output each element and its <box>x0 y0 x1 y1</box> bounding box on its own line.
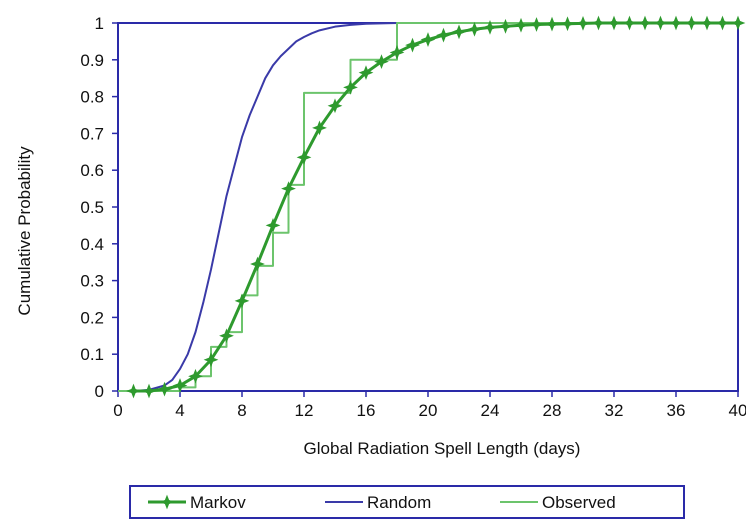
series-point-markov <box>141 383 157 399</box>
y-axis-title: Cumulative Probability <box>15 146 34 316</box>
series-point-markov <box>389 45 405 60</box>
series-point-markov <box>374 54 389 70</box>
y-tick-label: 1 <box>95 14 104 33</box>
series-point-markov <box>684 15 699 31</box>
x-tick-label: 40 <box>729 401 746 420</box>
series-point-markov <box>498 18 513 34</box>
legend-item-observed: Observed <box>500 493 616 512</box>
series-point-markov <box>405 37 420 53</box>
series-point-markov <box>730 15 746 31</box>
series-point-markov <box>715 15 730 31</box>
x-axis-title: Global Radiation Spell Length (days) <box>304 439 581 458</box>
series-point-markov <box>529 17 544 32</box>
series-line-random <box>118 22 738 392</box>
x-tick-label: 28 <box>543 401 562 420</box>
series-point-markov <box>358 65 374 81</box>
series-point-markov <box>436 27 451 43</box>
series-point-markov <box>234 293 250 309</box>
series-point-markov <box>281 181 296 196</box>
legend-box <box>129 485 685 519</box>
y-tick-label: 0.9 <box>80 51 104 70</box>
series-point-markov <box>451 24 467 40</box>
legend-marker-markov <box>159 494 175 510</box>
series-point-markov <box>482 20 498 35</box>
series-line-markov <box>133 21 738 393</box>
series-point-markov <box>653 15 668 31</box>
series-point-markov <box>513 17 529 33</box>
series-point-markov <box>622 15 637 31</box>
y-tick-label: 0 <box>95 382 104 401</box>
series-point-markov <box>296 149 312 165</box>
series-point-markov <box>250 256 265 272</box>
legend-item-markov: Markov <box>148 493 246 512</box>
x-tick-label: 0 <box>113 401 122 420</box>
x-tick-label: 36 <box>667 401 686 420</box>
y-tick-label: 0.7 <box>80 124 104 143</box>
legend-label-observed: Observed <box>542 493 616 512</box>
legend-item-random: Random <box>325 493 431 512</box>
legend: Markov Random Observed <box>129 485 685 519</box>
series-point-markov <box>637 15 653 31</box>
series-point-markov <box>467 21 482 37</box>
series-point-markov <box>126 383 141 399</box>
plot-area <box>117 22 739 392</box>
series-point-markov <box>544 16 560 32</box>
series-point-markov <box>172 378 188 393</box>
series-point-markov <box>591 15 606 31</box>
y-tick-label: 0.6 <box>80 161 104 180</box>
series-point-markov <box>606 15 622 31</box>
series-point-markov <box>699 15 715 31</box>
series-markov <box>126 15 746 399</box>
series-random <box>118 22 738 392</box>
series-point-markov <box>343 80 358 95</box>
series-point-markov <box>219 328 234 344</box>
y-tick-label: 0.8 <box>80 88 104 107</box>
x-tick-label: 32 <box>605 401 624 420</box>
series-point-markov <box>203 352 219 368</box>
series-point-markov <box>327 98 343 114</box>
y-axis: 0 0.1 0.2 0.3 0.4 0.5 0.6 0.7 0.8 0.9 1 <box>80 14 118 401</box>
x-tick-label: 20 <box>419 401 438 420</box>
x-tick-label: 4 <box>175 401 184 420</box>
x-axis: 0 4 8 12 16 20 24 28 32 36 40 <box>113 391 746 420</box>
series-point-markov <box>188 368 203 384</box>
series-layer <box>118 15 746 399</box>
series-point-markov <box>265 218 281 233</box>
x-tick-label: 16 <box>357 401 376 420</box>
series-point-markov <box>420 32 436 47</box>
series-point-markov <box>575 15 591 31</box>
series-point-markov <box>668 15 684 31</box>
y-tick-label: 0.1 <box>80 345 104 364</box>
y-tick-label: 0.3 <box>80 272 104 291</box>
x-tick-label: 8 <box>237 401 246 420</box>
x-tick-label: 12 <box>295 401 314 420</box>
y-tick-label: 0.4 <box>80 235 104 254</box>
series-point-markov <box>560 16 575 32</box>
x-tick-label: 24 <box>481 401 500 420</box>
series-point-markov <box>157 381 172 397</box>
legend-label-random: Random <box>367 493 431 512</box>
legend-label-markov: Markov <box>190 493 246 512</box>
series-point-markov <box>312 120 327 136</box>
y-tick-label: 0.2 <box>80 308 104 327</box>
y-tick-label: 0.5 <box>80 198 104 217</box>
